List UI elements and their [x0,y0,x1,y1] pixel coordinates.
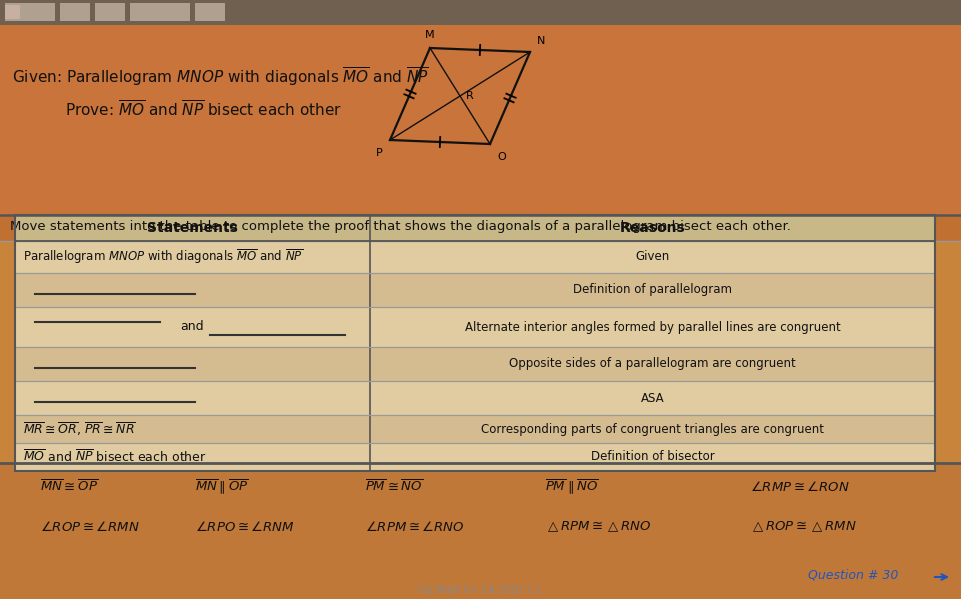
Text: Reasons: Reasons [620,221,685,235]
Bar [15,215,935,241]
Bar [0,25,961,215]
Text: $\triangle RPM\cong\triangle RNO$: $\triangle RPM\cong\triangle RNO$ [545,520,652,534]
Text: $\angle ROP\cong\angle RMN$: $\angle ROP\cong\angle RMN$ [40,520,140,534]
Text: ASA: ASA [641,392,664,404]
Bar [95,3,125,21]
Text: Given: Parallelogram $\mathit{MNOP}$ with diagonals $\overline{MO}$ and $\overli: Given: Parallelogram $\mathit{MNOP}$ wit… [12,65,429,88]
Text: $\overline{MN}\parallel\overline{OP}$: $\overline{MN}\parallel\overline{OP}$ [195,477,249,497]
Text: $\triangle ROP\cong\triangle RMN$: $\triangle ROP\cong\triangle RMN$ [750,520,857,534]
Text: P: P [377,148,383,158]
Text: Corresponding parts of congruent triangles are congruent: Corresponding parts of congruent triangl… [481,422,824,435]
Text: Move statements into the table to complete the proof that shows the diagonals of: Move statements into the table to comple… [10,220,791,233]
Text: Alternate interior angles formed by parallel lines are congruent: Alternate interior angles formed by para… [464,320,840,334]
Bar [15,307,935,347]
Text: Parallelogram $\mathit{MNOP}$ with diagonals $\overline{MO}$ and $\overline{NP}$: Parallelogram $\mathit{MNOP}$ with diago… [23,247,303,267]
Text: Giz Math 6+ CA 2010 1 1: Giz Math 6+ CA 2010 1 1 [418,585,541,595]
Text: $\overline{MN}\cong\overline{OP}$: $\overline{MN}\cong\overline{OP}$ [40,479,98,495]
Bar [5,5,20,19]
Text: $\angle RPM\cong\angle RNO$: $\angle RPM\cong\angle RNO$ [365,520,465,534]
Bar [15,347,935,381]
Bar [0,215,961,241]
Bar [0,241,961,463]
Text: O: O [497,152,505,162]
Text: $\angle RPO\cong\angle RNM$: $\angle RPO\cong\angle RNM$ [195,520,295,534]
Text: Prove: $\overline{MO}$ and $\overline{NP}$ bisect each other: Prove: $\overline{MO}$ and $\overline{NP… [65,100,342,120]
Text: Definition of parallelogram: Definition of parallelogram [573,283,732,297]
Text: $\overline{MR}\cong\overline{OR}$, $\overline{PR}\cong\overline{NR}$: $\overline{MR}\cong\overline{OR}$, $\ove… [23,420,136,437]
Text: M: M [425,30,434,40]
Bar [5,3,55,21]
Text: $\angle RMP\cong\angle RON$: $\angle RMP\cong\angle RON$ [750,480,850,494]
Bar [195,3,225,21]
Text: Question # 30: Question # 30 [808,568,899,581]
Bar [15,381,935,415]
Text: and: and [180,320,204,334]
Bar [15,443,935,471]
Text: $\overline{PM}\cong\overline{NO}$: $\overline{PM}\cong\overline{NO}$ [365,479,423,495]
Bar [0,463,961,599]
Bar [0,0,961,25]
Text: N: N [537,36,546,46]
Bar [15,215,935,471]
Bar [15,215,935,471]
Bar [15,273,935,307]
Text: Definition of bisector: Definition of bisector [591,450,714,464]
Text: Opposite sides of a parallelogram are congruent: Opposite sides of a parallelogram are co… [509,358,796,371]
Text: Statements: Statements [147,221,238,235]
Bar [130,3,190,21]
Text: Given: Given [635,250,670,264]
Text: R: R [466,91,474,101]
Bar [60,3,90,21]
Bar [15,241,935,273]
Text: $\overline{PM}\parallel\overline{NO}$: $\overline{PM}\parallel\overline{NO}$ [545,477,599,497]
Text: $\overline{MO}$ and $\overline{NP}$ bisect each other: $\overline{MO}$ and $\overline{NP}$ bise… [23,449,207,465]
Bar [15,415,935,443]
